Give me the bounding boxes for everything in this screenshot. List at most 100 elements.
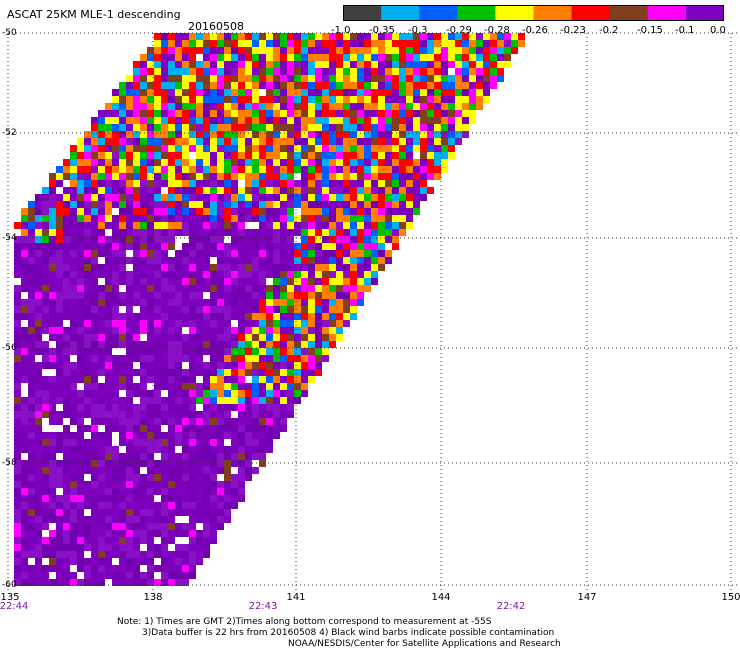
swath-cell bbox=[140, 488, 147, 495]
swath-cell bbox=[329, 208, 336, 215]
swath-cell bbox=[147, 488, 154, 495]
swath-cell bbox=[259, 138, 266, 145]
swath-cell bbox=[322, 285, 329, 292]
swath-cell bbox=[119, 572, 126, 579]
swath-cell bbox=[420, 166, 427, 173]
swath-cell bbox=[294, 166, 301, 173]
swath-cell bbox=[168, 530, 175, 537]
swath-cell bbox=[35, 516, 42, 523]
swath-cell bbox=[203, 96, 210, 103]
swath-cell bbox=[245, 166, 252, 173]
swath-cell bbox=[448, 117, 455, 124]
legend-tick: -0.23 bbox=[560, 25, 586, 36]
swath-cell bbox=[14, 341, 21, 348]
legend-tick: -0.28 bbox=[484, 25, 510, 36]
swath-cell bbox=[56, 446, 63, 453]
swath-cell bbox=[35, 278, 42, 285]
swath-cell bbox=[476, 54, 483, 61]
swath-cell bbox=[427, 166, 434, 173]
swath-cell bbox=[35, 383, 42, 390]
swath-cell bbox=[189, 397, 196, 404]
swath-cells bbox=[14, 33, 525, 586]
swath-cell bbox=[175, 103, 182, 110]
swath-cell bbox=[196, 166, 203, 173]
swath-cell bbox=[161, 271, 168, 278]
swath-cell bbox=[210, 75, 217, 82]
swath-cell bbox=[175, 152, 182, 159]
swath-cell bbox=[133, 572, 140, 579]
swath-cell bbox=[203, 467, 210, 474]
swath-cell bbox=[168, 236, 175, 243]
swath-cell bbox=[98, 418, 105, 425]
swath-cell bbox=[112, 432, 119, 439]
swath-cell bbox=[140, 110, 147, 117]
swath-cell bbox=[203, 432, 210, 439]
swath-cell bbox=[182, 61, 189, 68]
time-label: 22:42 bbox=[496, 601, 526, 612]
swath-cell bbox=[259, 96, 266, 103]
swath-cell bbox=[413, 68, 420, 75]
swath-cell bbox=[434, 152, 441, 159]
swath-cell bbox=[147, 75, 154, 82]
swath-cell bbox=[154, 159, 161, 166]
swath-cell bbox=[112, 551, 119, 558]
swath-cell bbox=[252, 145, 259, 152]
swath-cell bbox=[469, 110, 476, 117]
swath-cell bbox=[42, 579, 49, 586]
swath-cell bbox=[385, 103, 392, 110]
swath-cell bbox=[280, 208, 287, 215]
swath-cell bbox=[217, 124, 224, 131]
swath-cell bbox=[329, 145, 336, 152]
swath-cell bbox=[343, 138, 350, 145]
swath-cell bbox=[203, 369, 210, 376]
swath-cell bbox=[189, 369, 196, 376]
swath-cell bbox=[147, 404, 154, 411]
swath-cell bbox=[287, 166, 294, 173]
swath-cell bbox=[154, 565, 161, 572]
swath-cell bbox=[98, 187, 105, 194]
swath-cell bbox=[210, 355, 217, 362]
swath-cell bbox=[189, 355, 196, 362]
swath-cell bbox=[168, 488, 175, 495]
swath-cell bbox=[294, 89, 301, 96]
swath-cell bbox=[210, 530, 217, 537]
swath-cell bbox=[329, 166, 336, 173]
swath-cell bbox=[112, 236, 119, 243]
swath-cell bbox=[77, 152, 84, 159]
swath-cell bbox=[357, 215, 364, 222]
swath-cell bbox=[56, 180, 63, 187]
swath-cell bbox=[245, 292, 252, 299]
swath-cell bbox=[42, 341, 49, 348]
swath-cell bbox=[119, 502, 126, 509]
swath-cell bbox=[287, 264, 294, 271]
swath-cell bbox=[189, 54, 196, 61]
swath-cell bbox=[70, 530, 77, 537]
swath-cell bbox=[35, 362, 42, 369]
swath-cell bbox=[175, 495, 182, 502]
swath-cell bbox=[399, 166, 406, 173]
swath-cell bbox=[210, 495, 217, 502]
swath-cell bbox=[238, 145, 245, 152]
swath-cell bbox=[252, 250, 259, 257]
swath-cell bbox=[140, 61, 147, 68]
swath-cell bbox=[63, 376, 70, 383]
swath-cell bbox=[154, 544, 161, 551]
swath-cell bbox=[189, 530, 196, 537]
swath-cell bbox=[182, 313, 189, 320]
swath-cell bbox=[315, 229, 322, 236]
swath-cell bbox=[21, 481, 28, 488]
swath-cell bbox=[406, 180, 413, 187]
swath-cell bbox=[126, 509, 133, 516]
swath-cell bbox=[105, 530, 112, 537]
swath-cell bbox=[231, 33, 238, 40]
swath-cell bbox=[308, 285, 315, 292]
swath-cell bbox=[343, 159, 350, 166]
swath-cell bbox=[378, 124, 385, 131]
swath-cell bbox=[70, 467, 77, 474]
swath-cell bbox=[217, 474, 224, 481]
swath-cell bbox=[119, 222, 126, 229]
swath-cell bbox=[273, 40, 280, 47]
swath-cell bbox=[56, 537, 63, 544]
swath-cell bbox=[322, 215, 329, 222]
swath-cell bbox=[231, 145, 238, 152]
